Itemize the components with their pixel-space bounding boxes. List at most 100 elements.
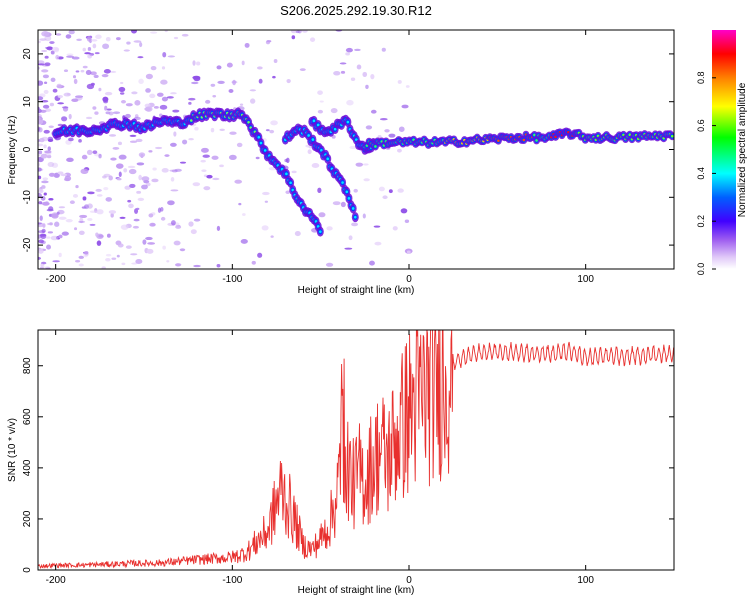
noise-speck	[340, 70, 346, 74]
noise-speck	[82, 47, 86, 52]
colorbar: 0.0 0.2 0.4 0.6 0.8 Normalized spectral ampl…	[696, 30, 748, 275]
noise-speck	[117, 141, 123, 146]
noise-speck	[84, 52, 91, 55]
noise-speck	[264, 200, 268, 203]
noise-speck	[76, 38, 82, 41]
noise-speck	[136, 207, 140, 210]
noise-speck	[63, 92, 71, 97]
noise-speck	[84, 251, 89, 255]
noise-speck	[370, 109, 377, 114]
noise-speck	[50, 77, 56, 83]
noise-speck	[135, 259, 143, 264]
noise-speck	[46, 244, 51, 250]
noise-speck	[92, 106, 97, 110]
noise-speck	[241, 60, 245, 66]
noise-speck	[200, 159, 206, 163]
noise-speck	[79, 214, 88, 219]
noise-speck	[86, 149, 93, 155]
noise-speck	[236, 142, 243, 148]
noise-speck	[370, 73, 375, 80]
ridge-core-blob	[257, 135, 261, 139]
noise-speck	[319, 100, 324, 103]
noise-speck	[124, 185, 131, 190]
noise-speck	[52, 260, 60, 263]
noise-speck	[68, 30, 75, 35]
noise-speck	[78, 230, 85, 235]
noise-speck	[58, 216, 67, 220]
noise-speck	[147, 242, 156, 245]
noise-speck	[87, 47, 92, 51]
snr-panel: -200 -100 0 100 0 200 400 600 800 Height of str…	[7, 329, 675, 596]
noise-speck	[135, 138, 143, 143]
y-tick-label: 0	[22, 567, 33, 573]
noise-speck	[162, 245, 166, 250]
noise-speck	[96, 209, 104, 215]
noise-speck	[129, 183, 136, 189]
noise-speck	[75, 184, 79, 189]
noise-speck	[45, 108, 52, 112]
noise-speck	[38, 248, 44, 254]
noise-speck	[196, 61, 201, 66]
spectrogram-ridges	[52, 107, 674, 237]
noise-speck	[191, 81, 199, 85]
noise-speck	[39, 137, 45, 143]
noise-speck	[272, 75, 276, 79]
noise-speck	[211, 155, 219, 160]
noise-speck	[398, 126, 405, 132]
noise-speck	[216, 264, 221, 268]
figure-title: S206.2025.292.19.30.R12	[280, 3, 432, 18]
noise-speck	[145, 106, 153, 112]
noise-speck	[148, 150, 153, 153]
noise-speck	[255, 156, 260, 160]
noise-speck	[299, 68, 306, 72]
noise-speck	[50, 235, 59, 241]
noise-speck	[47, 231, 53, 234]
y-tick-label: 0	[22, 146, 33, 152]
noise-speck	[210, 83, 216, 87]
noise-speck	[161, 66, 166, 70]
noise-speck	[110, 70, 117, 73]
snr-x-label: Height of straight line (km)	[298, 585, 415, 596]
noise-speck	[161, 168, 169, 173]
noise-speck	[242, 213, 246, 216]
noise-speck	[149, 93, 156, 99]
noise-speck	[48, 206, 54, 211]
noise-speck	[53, 172, 60, 178]
noise-speck	[38, 119, 44, 125]
noise-speck	[116, 254, 120, 258]
noise-speck	[239, 103, 244, 106]
ridge-core-blob	[355, 138, 358, 141]
noise-speck	[68, 113, 72, 120]
noise-speck	[63, 69, 69, 72]
noise-speck	[92, 43, 97, 49]
spectrogram-x-label: Height of straight line (km)	[298, 285, 415, 296]
spectrogram-x-ticks: -200 -100 0 100	[46, 30, 594, 285]
noise-speck	[65, 218, 73, 223]
noise-speck	[145, 236, 153, 241]
noise-speck	[160, 206, 164, 212]
noise-speck	[291, 35, 296, 40]
noise-speck	[93, 74, 99, 79]
x-tick-label: 0	[406, 274, 412, 285]
noise-speck	[82, 65, 88, 69]
noise-speck	[365, 125, 373, 130]
noise-speck	[44, 62, 51, 66]
noise-speck	[68, 137, 74, 142]
noise-speck	[159, 104, 168, 110]
noise-speck	[226, 62, 233, 68]
noise-speck	[206, 174, 213, 179]
noise-speck	[179, 248, 186, 252]
noise-speck	[43, 144, 47, 149]
noise-speck	[401, 104, 409, 109]
noise-speck	[42, 223, 46, 228]
noise-speck	[47, 146, 51, 151]
ridge-core-blob	[312, 119, 316, 123]
noise-speck	[160, 79, 168, 85]
noise-speck	[44, 35, 52, 42]
noise-speck	[295, 30, 300, 34]
noise-speck	[123, 49, 130, 52]
noise-speck	[294, 231, 301, 237]
noise-speck	[43, 192, 47, 196]
noise-speck	[60, 173, 68, 177]
